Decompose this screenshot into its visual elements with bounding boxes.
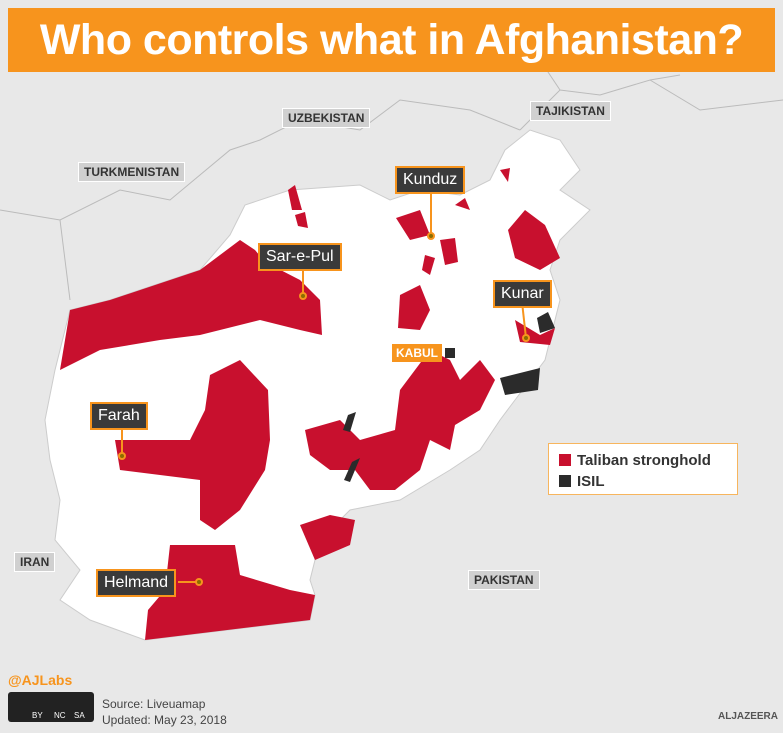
place-label: Kunduz (395, 166, 466, 194)
place-label: Farah (90, 402, 148, 430)
country-label: IRAN (14, 552, 56, 572)
updated: Updated: May 23, 2018 (102, 713, 227, 727)
markers (118, 192, 530, 586)
license-term: NC (54, 711, 66, 720)
license-term: BY (32, 711, 43, 720)
place-label: KABUL (392, 344, 442, 362)
legend: Taliban stronghold ISIL (548, 443, 738, 495)
legend-item: ISIL (559, 473, 605, 490)
place-label: Sar-e-Pul (258, 243, 342, 271)
country-label: PAKISTAN (468, 570, 540, 590)
country-label: TAJIKISTAN (530, 101, 611, 121)
license-badge: BY NC SA (8, 692, 94, 722)
place-label: Helmand (96, 569, 177, 597)
legend-label: ISIL (577, 473, 605, 490)
country-label: TURKMENISTAN (78, 162, 186, 182)
handle: @AJLabs (8, 672, 73, 688)
legend-item: Taliban stronghold (559, 452, 711, 469)
taliban-areas (60, 168, 560, 640)
brand: ALJAZEERA (718, 711, 779, 722)
legend-label: Taliban stronghold (577, 452, 711, 469)
isil-areas (343, 312, 555, 482)
country-label: UZBEKISTAN (282, 108, 371, 128)
place-label: Kunar (493, 280, 552, 308)
title: Who controls what in Afghanistan? (8, 8, 775, 72)
license-term: SA (74, 711, 85, 720)
borders (0, 59, 783, 301)
source: Source: Liveuamap (102, 697, 206, 711)
